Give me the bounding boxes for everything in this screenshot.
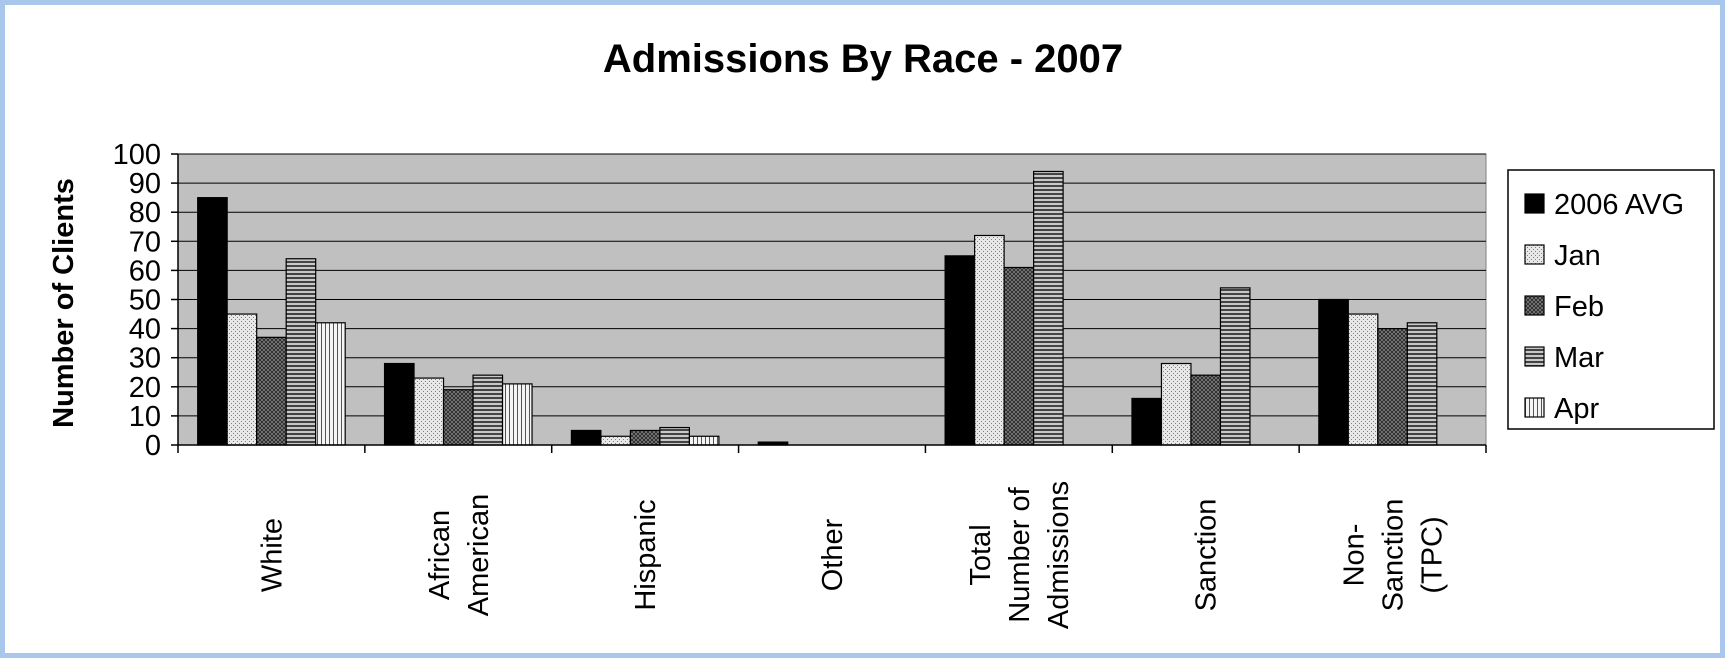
y-tick-label: 20 (129, 372, 161, 404)
bar-2006-avg (197, 197, 228, 446)
y-tick-label: 90 (129, 168, 161, 200)
bar-mar (1406, 322, 1438, 446)
bar-feb (629, 429, 661, 446)
category-label: Number of (1004, 486, 1036, 622)
bar-mar (659, 426, 690, 446)
bar-apr (688, 435, 720, 446)
legend-swatch (1524, 397, 1545, 418)
bar-apr (501, 383, 533, 446)
category-label: Total (965, 524, 997, 585)
legend-swatch (1524, 346, 1545, 367)
legend-swatch (1524, 244, 1545, 265)
bar-jan (1160, 362, 1192, 446)
category-label: Admissions (1043, 481, 1075, 629)
bar-apr (315, 322, 346, 446)
y-tick-label: 50 (129, 285, 161, 317)
bar-jan (1347, 313, 1379, 446)
bar-feb (256, 336, 287, 446)
y-tick-label: 40 (129, 314, 161, 346)
y-tick-label: 80 (129, 197, 161, 229)
y-axis-label: Number of Clients (48, 178, 80, 428)
bar-jan (974, 234, 1005, 446)
y-tick-label: 100 (113, 139, 161, 171)
bar-mar (285, 258, 317, 446)
bar-feb (442, 389, 474, 446)
bar-mar (472, 374, 504, 446)
category-label: Other (817, 518, 849, 591)
bar-mar (1219, 287, 1251, 446)
bar-2006-avg (570, 429, 602, 446)
bar-chart: Admissions By Race - 2007 Number of Clie… (48, 37, 1715, 629)
bar-jan (413, 377, 445, 446)
legend: 2006 AVG Jan Feb Mar Apr (1507, 169, 1715, 430)
y-tick-label: 60 (129, 255, 161, 287)
category-label: Sanction (1378, 499, 1410, 612)
y-tick-label: 30 (129, 343, 161, 375)
bar-2006-avg (383, 362, 415, 446)
category-label: African (424, 510, 456, 600)
legend-label: Mar (1554, 342, 1604, 374)
bar-jan (226, 313, 258, 446)
legend-swatch (1524, 193, 1545, 214)
bar-feb (1377, 328, 1408, 446)
category-label: Hispanic (630, 499, 662, 610)
y-tick-label: 10 (129, 401, 161, 433)
category-labels: White African American Hispanic Other Total Nu… (256, 481, 1448, 629)
bar-feb (1003, 266, 1035, 446)
legend-label: Jan (1554, 240, 1601, 272)
category-label: (TPC) (1417, 516, 1449, 593)
category-label: Non- (1339, 524, 1371, 587)
bar-mar (1033, 170, 1064, 446)
bar-2006-avg (1131, 397, 1163, 446)
legend-label: 2006 AVG (1554, 189, 1684, 221)
legend-swatch (1524, 295, 1545, 316)
category-label: Sanction (1191, 499, 1223, 612)
bar-2006-avg (1318, 298, 1349, 446)
legend-label: Feb (1554, 291, 1604, 323)
category-label: American (463, 494, 495, 617)
legend-label: Apr (1554, 393, 1599, 425)
y-tick-label: 70 (129, 226, 161, 258)
category-label: White (256, 518, 288, 592)
bar-2006-avg (944, 255, 976, 446)
axes (171, 153, 1487, 453)
y-tick-label: 0 (145, 430, 161, 462)
chart-title: Admissions By Race - 2007 (603, 37, 1123, 81)
bar-jan (600, 435, 631, 446)
bar-feb (1190, 374, 1222, 446)
